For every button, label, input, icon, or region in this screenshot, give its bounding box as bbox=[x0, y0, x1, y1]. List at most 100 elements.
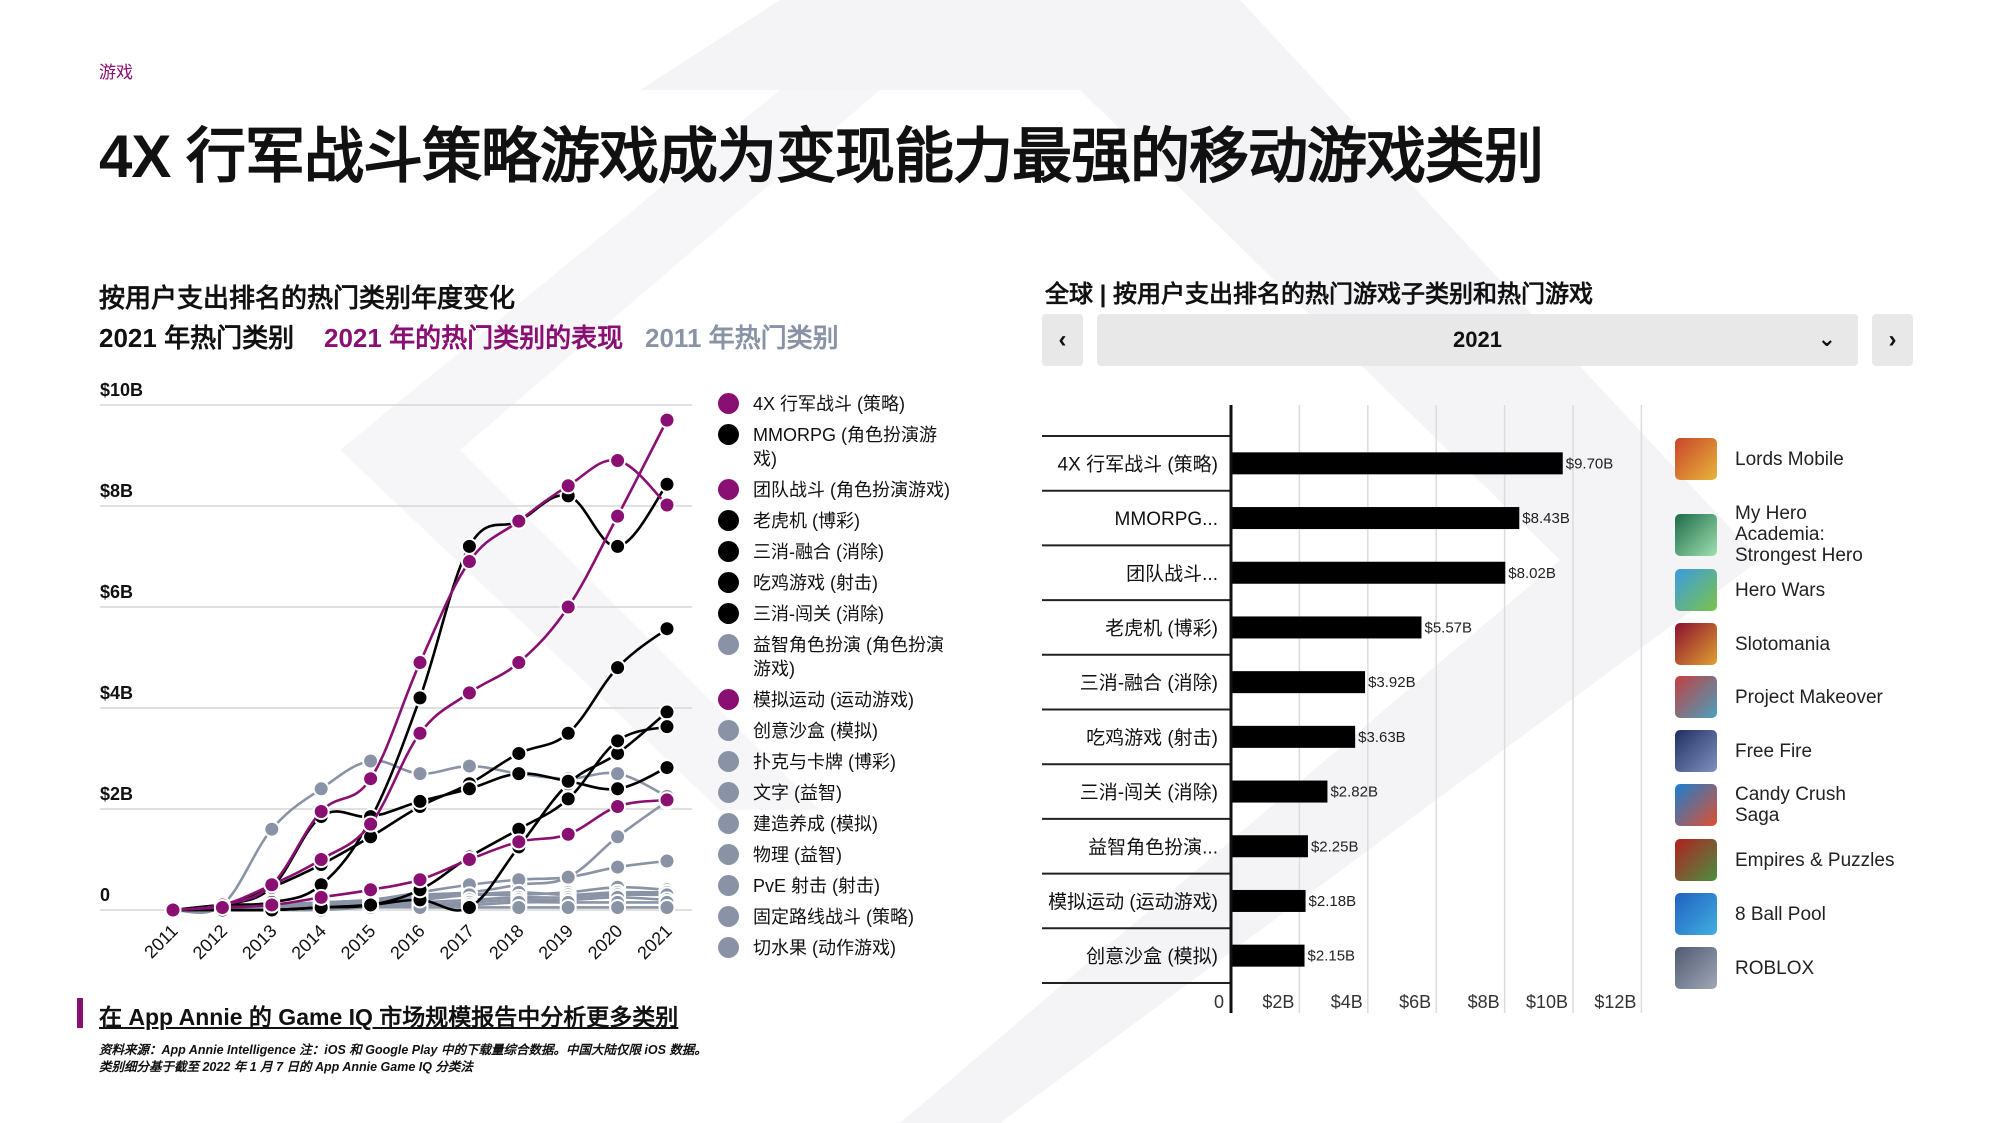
x-tick-label: $6B bbox=[1399, 992, 1431, 1012]
view-2021-top-button[interactable]: 2021 年热门类别 bbox=[99, 323, 295, 353]
game-item[interactable]: My Hero Academia: Strongest Hero bbox=[1675, 503, 1935, 566]
game-item[interactable]: 8 Ball Pool bbox=[1675, 893, 1935, 935]
data-point bbox=[609, 732, 627, 750]
y-tick-label: $4B bbox=[100, 683, 133, 703]
legend-item[interactable]: 三消-闯关 (消除) bbox=[718, 602, 978, 626]
data-point bbox=[510, 898, 528, 916]
game-name: 8 Ball Pool bbox=[1735, 903, 1826, 925]
legend-item[interactable]: 益智角色扮演 (角色扮演游戏) bbox=[718, 633, 978, 681]
legend-item[interactable]: 文字 (益智) bbox=[718, 781, 978, 805]
chevron-left-icon: ‹ bbox=[1058, 326, 1067, 353]
legend-item[interactable]: 建造养成 (模拟) bbox=[718, 812, 978, 836]
data-point bbox=[609, 858, 627, 876]
legend-item[interactable]: 模拟运动 (运动游戏) bbox=[718, 688, 978, 712]
legend-item[interactable]: 吃鸡游戏 (射击) bbox=[718, 571, 978, 595]
bar-value-label: $2.18B bbox=[1309, 893, 1357, 910]
category-label: 4X 行军战斗 (策略) bbox=[1058, 453, 1218, 475]
x-tick-label: 2011 bbox=[140, 921, 182, 963]
game-item[interactable]: Slotomania bbox=[1675, 623, 1935, 665]
data-point bbox=[362, 896, 380, 914]
data-point bbox=[362, 881, 380, 899]
chevron-right-icon: › bbox=[1888, 326, 1897, 353]
legend-label: 团队战斗 (角色扮演游戏) bbox=[753, 480, 950, 500]
x-tick-label: 2018 bbox=[485, 921, 527, 963]
data-point bbox=[559, 868, 577, 886]
x-tick-label: $10B bbox=[1526, 992, 1568, 1012]
game-item[interactable]: Free Fire bbox=[1675, 730, 1935, 772]
data-point bbox=[609, 537, 627, 555]
data-point bbox=[460, 780, 478, 798]
game-name: Project Makeover bbox=[1735, 686, 1883, 708]
game-item[interactable]: Project Makeover bbox=[1675, 676, 1935, 718]
right-chart-subtitle: 全球 | 按用户支出排名的热门游戏子类别和热门游戏 bbox=[1045, 281, 1594, 308]
legend-item[interactable]: 切水果 (动作游戏) bbox=[718, 936, 978, 960]
legend-label: 三消-闯关 (消除) bbox=[753, 604, 884, 624]
legend-item[interactable]: 4X 行军战斗 (策略) bbox=[718, 392, 978, 416]
game-icon bbox=[1675, 513, 1717, 556]
bar bbox=[1231, 616, 1422, 639]
year-dropdown[interactable]: 2021 ⌄ bbox=[1097, 314, 1858, 366]
legend-label: 固定路线战斗 (策略) bbox=[753, 907, 914, 927]
data-point bbox=[460, 851, 478, 868]
section-label: 游戏 bbox=[99, 63, 133, 82]
bar-value-label: $3.63B bbox=[1358, 729, 1406, 746]
data-point bbox=[658, 475, 676, 493]
legend-item[interactable]: PvE 射击 (射击) bbox=[718, 874, 978, 898]
legend-item[interactable]: 三消-融合 (消除) bbox=[718, 540, 978, 564]
data-point bbox=[460, 553, 478, 571]
game-item[interactable]: Hero Wars bbox=[1675, 569, 1935, 611]
data-point bbox=[510, 654, 528, 672]
view-2021-performance-button[interactable]: 2021 年的热门类别的表现 bbox=[324, 323, 624, 353]
x-tick-label: $4B bbox=[1331, 992, 1363, 1012]
bar-value-label: $8.02B bbox=[1508, 565, 1556, 582]
data-point bbox=[609, 828, 627, 846]
data-point bbox=[609, 780, 627, 798]
category-label: 创意沙盒 (模拟) bbox=[1086, 946, 1218, 968]
data-point bbox=[658, 703, 676, 721]
data-point bbox=[312, 851, 330, 868]
legend-label: 建造养成 (模拟) bbox=[753, 814, 878, 834]
legend-item[interactable]: 创意沙盒 (模拟) bbox=[718, 719, 978, 743]
game-item[interactable]: Empires & Puzzles bbox=[1675, 839, 1935, 881]
category-label: 三消-闯关 (消除) bbox=[1080, 782, 1218, 804]
x-tick-label: 2017 bbox=[436, 921, 478, 963]
data-point bbox=[559, 598, 577, 616]
legend-dot-icon bbox=[718, 906, 739, 927]
year-selected-value: 2021 bbox=[1453, 327, 1502, 352]
data-point bbox=[362, 752, 380, 770]
x-tick-label: $8B bbox=[1468, 992, 1500, 1012]
y-tick-label: $8B bbox=[100, 481, 133, 501]
legend-item[interactable]: 团队战斗 (角色扮演游戏) bbox=[718, 478, 978, 502]
data-point bbox=[510, 512, 528, 530]
bar bbox=[1231, 944, 1305, 967]
view-2011-top-button[interactable]: 2011 年热门类别 bbox=[645, 323, 839, 353]
legend-dot-icon bbox=[718, 813, 739, 834]
bar bbox=[1231, 725, 1356, 748]
next-year-button[interactable]: › bbox=[1872, 314, 1913, 366]
legend-dot-icon bbox=[718, 720, 739, 741]
x-tick-label: 2015 bbox=[337, 921, 379, 963]
prev-year-button[interactable]: ‹ bbox=[1042, 314, 1083, 366]
game-iq-report-link[interactable]: 在 App Annie 的 Game IQ 市场规模报告中分析更多类别 bbox=[99, 1004, 679, 1030]
source-note: 资料来源：App Annie Intelligence 注：iOS 和 Goog… bbox=[99, 1043, 707, 1074]
data-point bbox=[609, 797, 627, 815]
legend-item[interactable]: 老虎机 (博彩) bbox=[718, 509, 978, 533]
data-point bbox=[559, 825, 577, 843]
legend-label: 4X 行军战斗 (策略) bbox=[753, 394, 906, 414]
data-point bbox=[263, 820, 281, 838]
legend-label: 创意沙盒 (模拟) bbox=[753, 721, 878, 741]
data-point bbox=[263, 896, 281, 914]
bar-value-label: $5.57B bbox=[1424, 619, 1472, 636]
legend-item[interactable]: 扑克与卡牌 (博彩) bbox=[718, 750, 978, 774]
game-item[interactable]: Lords Mobile bbox=[1675, 438, 1935, 480]
data-point bbox=[510, 833, 528, 851]
bar-value-label: $2.82B bbox=[1330, 784, 1378, 801]
game-item[interactable]: Candy Crush Saga bbox=[1675, 784, 1935, 826]
legend-item[interactable]: MMORPG (角色扮演游戏) bbox=[718, 423, 978, 471]
legend-item[interactable]: 固定路线战斗 (策略) bbox=[718, 905, 978, 929]
game-item[interactable]: ROBLOX bbox=[1675, 947, 1935, 989]
legend-dot-icon bbox=[718, 541, 739, 562]
legend-dot-icon bbox=[718, 751, 739, 772]
data-point bbox=[312, 780, 330, 798]
legend-item[interactable]: 物理 (益智) bbox=[718, 843, 978, 867]
